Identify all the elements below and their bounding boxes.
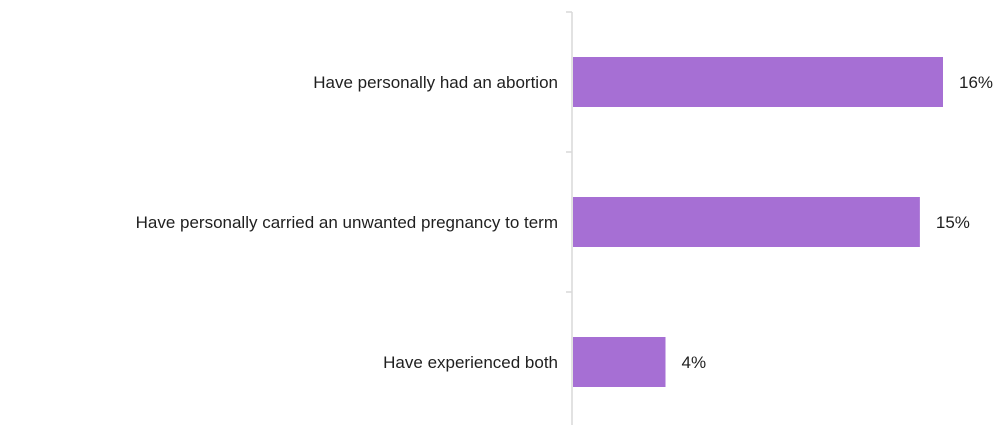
- bar-2: [573, 197, 920, 247]
- axis-layer: [566, 11, 573, 425]
- category-label-1: Have personally had an abortion: [313, 73, 558, 92]
- category-label-3: Have experienced both: [383, 353, 558, 372]
- category-label-2: Have personally carried an unwanted preg…: [136, 213, 558, 232]
- bars-layer: [573, 57, 943, 387]
- value-label-2: 15%: [936, 213, 970, 232]
- bar-3: [573, 337, 666, 387]
- labels-layer: Have personally had an abortion 16% Have p…: [136, 73, 993, 372]
- bar-1: [573, 57, 943, 107]
- value-label-1: 16%: [959, 73, 993, 92]
- value-label-3: 4%: [682, 353, 707, 372]
